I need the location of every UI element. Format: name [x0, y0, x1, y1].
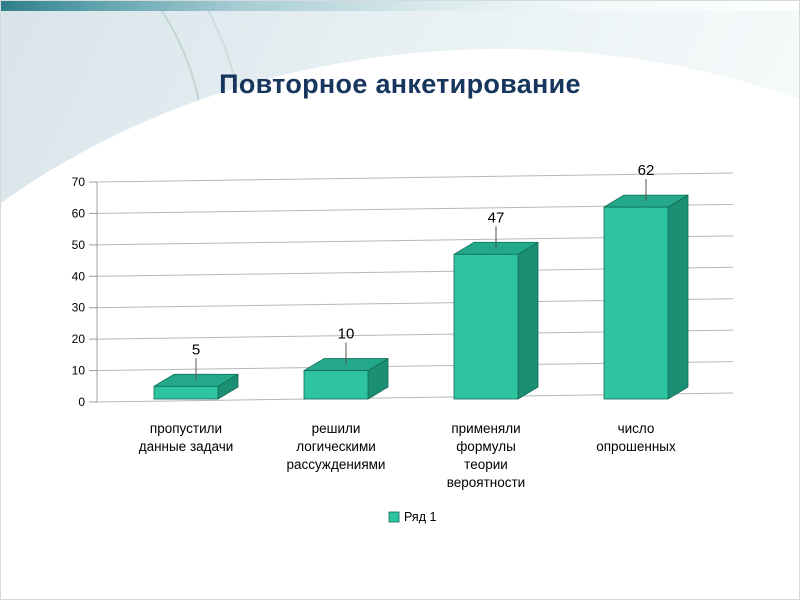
category-label: число опрошенных	[596, 421, 676, 454]
bar-front-face	[603, 206, 669, 400]
bar-front-face	[153, 385, 219, 400]
top-accent-strip	[1, 1, 799, 11]
category-label: решили логическими рассуждениями	[287, 421, 386, 472]
bar: 62 число опрошенных	[596, 162, 689, 454]
bar-value-label: 62	[638, 162, 655, 179]
category-label: пропустили данные задачи	[139, 421, 234, 454]
y-tick-label: 40	[72, 269, 86, 283]
bar-value-label: 5	[192, 341, 200, 358]
bar-side-face	[517, 241, 539, 400]
bar-front-face	[303, 370, 369, 400]
legend-label: Ряд 1	[404, 510, 436, 524]
bar-value-label: 10	[338, 326, 355, 343]
bar: 10 решили логическими рассуждениями	[287, 326, 389, 472]
bar: 5 пропустили данные задачи	[139, 341, 239, 454]
bar-value-label: 47	[488, 209, 505, 226]
y-tick-label: 60	[72, 206, 86, 220]
y-tick-label: 30	[72, 301, 86, 315]
legend-swatch	[388, 511, 400, 523]
category-label: применяли формулы теории вероятности	[447, 421, 525, 490]
legend: Ряд 1	[388, 510, 436, 524]
y-tick-label: 70	[72, 175, 86, 189]
gridline	[96, 172, 734, 183]
y-tick-label: 50	[72, 238, 86, 252]
bar: 47 применяли формулы теории вероятности	[447, 209, 539, 490]
y-tick-label: 10	[72, 364, 86, 378]
bar-front-face	[453, 253, 519, 400]
bar-chart: 0 10 20 30 40 50 60 70 5 пропустили данные задачи 1…	[51, 141, 751, 541]
y-tick-label: 0	[78, 395, 85, 409]
y-tick-label: 20	[72, 332, 86, 346]
slide-title: Повторное анкетирование	[219, 69, 581, 99]
bar-side-face	[667, 194, 689, 400]
chart-svg: 0 10 20 30 40 50 60 70 5 пропустили данные задачи 1…	[72, 162, 734, 524]
